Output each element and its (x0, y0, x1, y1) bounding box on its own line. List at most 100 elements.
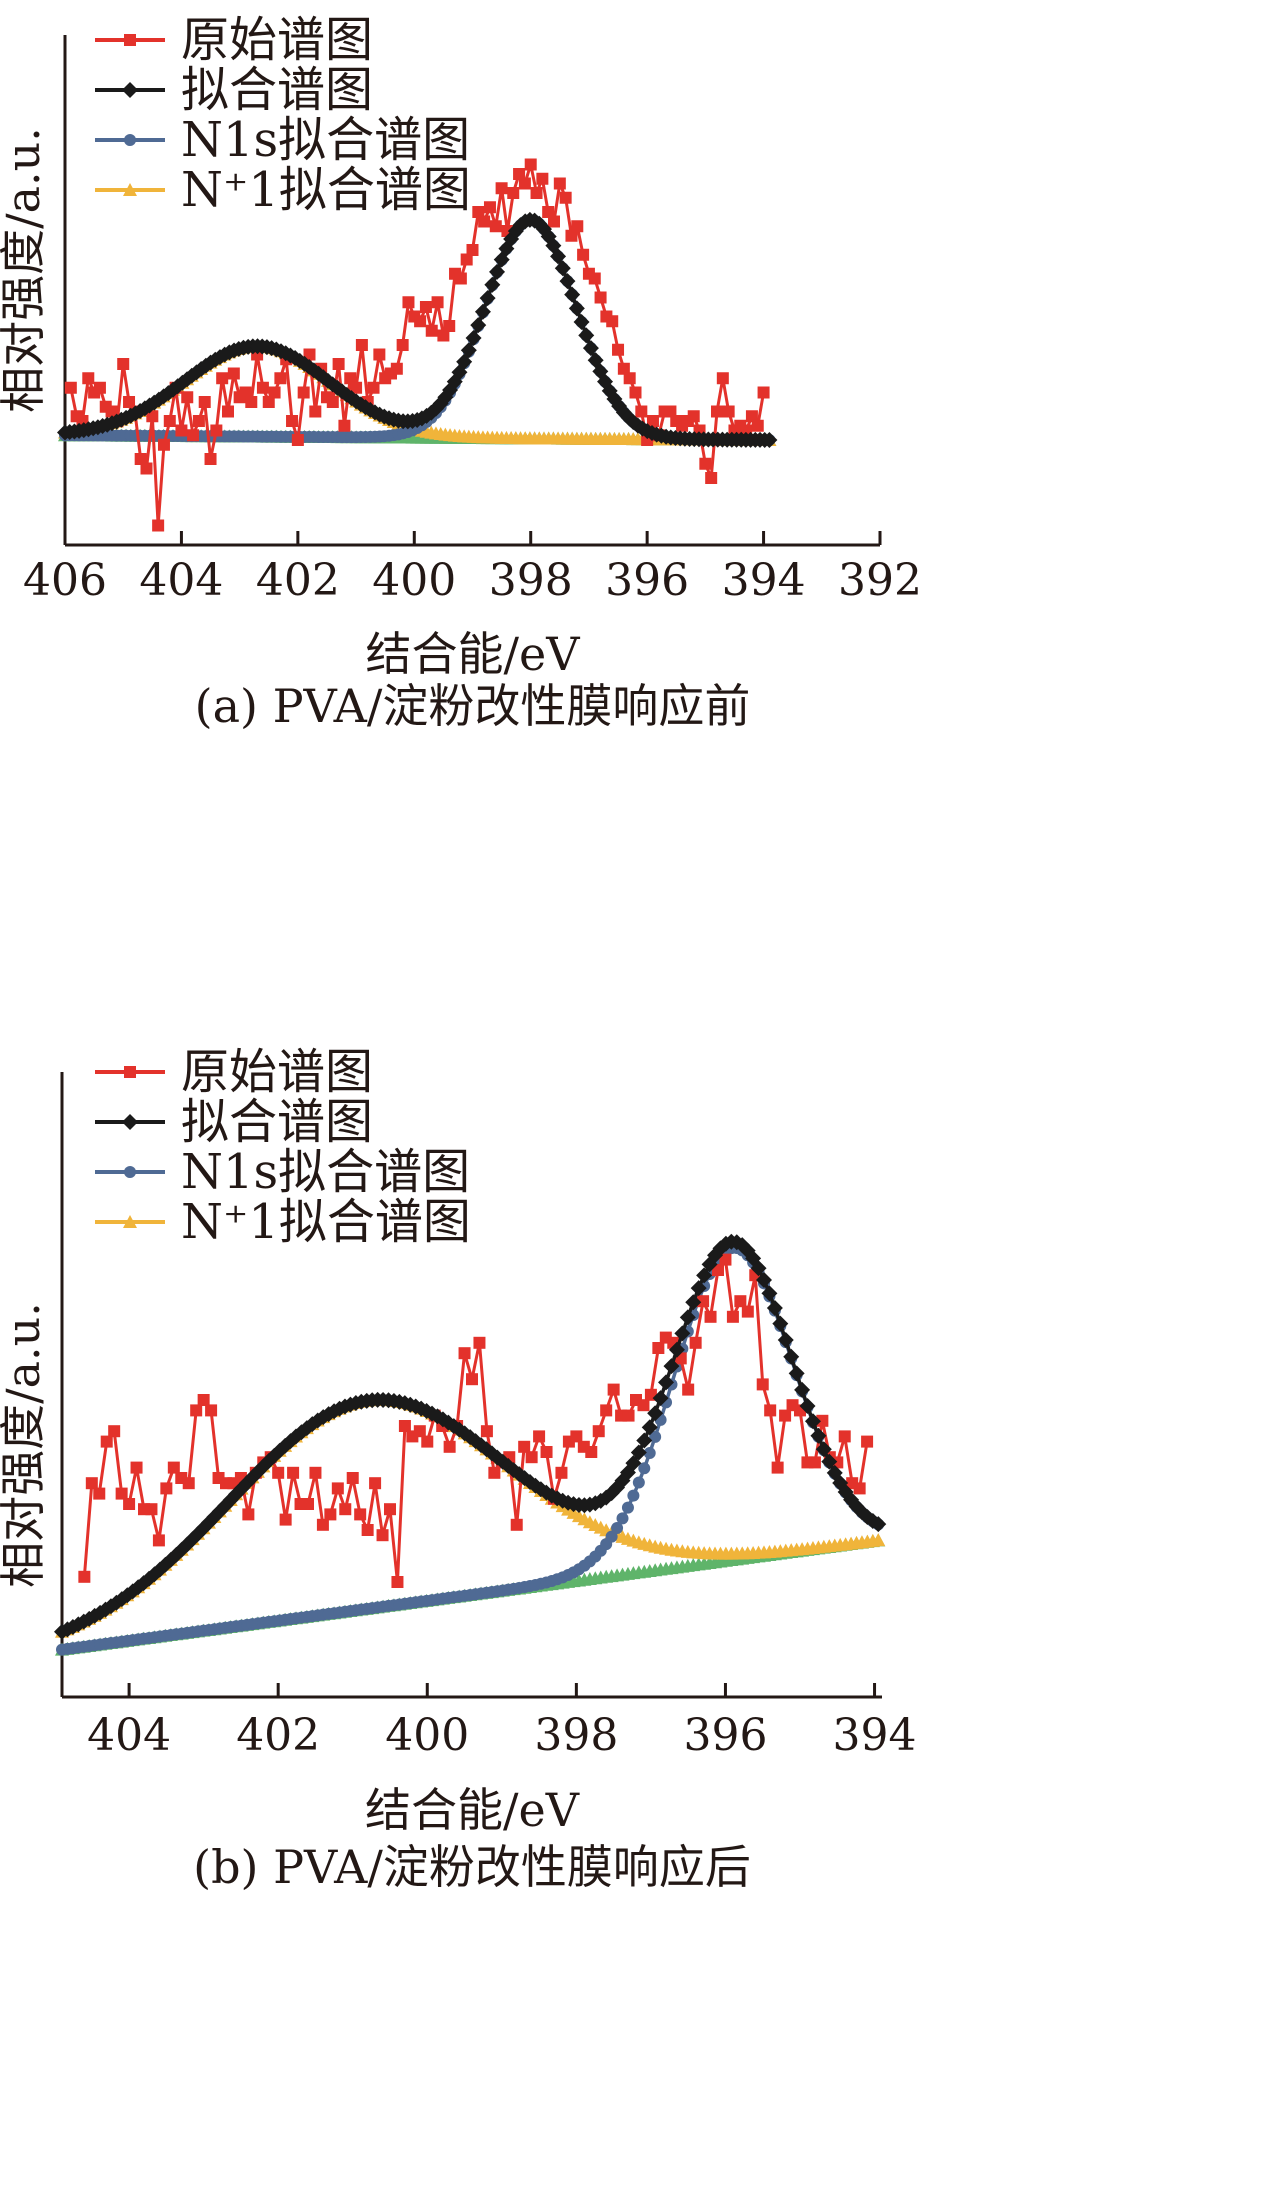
raw-spectrum-point (555, 1466, 568, 1479)
raw-spectrum-point (157, 438, 170, 451)
raw-spectrum-point (355, 339, 368, 351)
raw-spectrum-point (711, 405, 723, 418)
fit-point (859, 1509, 876, 1526)
fit-point (658, 1374, 675, 1391)
fit-point (679, 1309, 696, 1326)
legend-item: N1s拟合谱图 (95, 1144, 470, 1200)
legend-item: N⁺1拟合谱图 (95, 162, 471, 218)
fit-point (701, 1256, 718, 1273)
raw-spectrum-point (414, 315, 427, 328)
n1s-fit-point (611, 1522, 624, 1535)
raw-spectrum-point (85, 1477, 98, 1490)
legend-label: N1s拟合谱图 (181, 1144, 470, 1200)
raw-spectrum-point (585, 1446, 598, 1458)
raw-spectrum-point (210, 424, 223, 437)
raw-spectrum-point (861, 1435, 874, 1448)
x-axis-title: 结合能/eV (366, 627, 581, 681)
raw-spectrum-point (402, 296, 415, 309)
raw-spectrum-point (190, 1404, 203, 1417)
raw-spectrum-point (745, 410, 758, 423)
x-tick-label: 396 (605, 555, 689, 606)
raw-spectrum-point (600, 1404, 613, 1417)
raw-spectrum-point (533, 1430, 546, 1443)
fit-point (484, 276, 501, 293)
raw-spectrum-point (339, 1503, 352, 1516)
raw-spectrum-point (507, 187, 520, 199)
legend-marker (123, 1215, 137, 1228)
raw-spectrum-point (719, 1253, 732, 1266)
raw-spectrum-point (518, 1440, 531, 1453)
x-tick-label: 394 (722, 555, 806, 606)
raw-spectrum-point (163, 415, 176, 427)
n1s-fit-point (649, 1430, 662, 1443)
raw-spectrum-point (454, 272, 467, 285)
raw-spectrum-point (338, 419, 351, 432)
raw-spectrum-point (571, 220, 584, 233)
raw-spectrum-point (652, 1342, 665, 1354)
raw-spectrum-line (69, 164, 766, 526)
raw-spectrum-point (606, 315, 619, 328)
fit-point (418, 1402, 435, 1419)
raw-spectrum-point (623, 372, 636, 385)
legend-item: 拟合谱图 (95, 1094, 373, 1150)
raw-spectrum-point (540, 1446, 553, 1458)
fit-point (777, 1332, 794, 1349)
raw-spectrum-point (182, 1477, 195, 1490)
fit-point (271, 1442, 288, 1459)
raw-spectrum-point (635, 405, 648, 418)
x-tick-label: 402 (256, 555, 340, 606)
fit-point (641, 1419, 658, 1436)
x-tick-label: 396 (683, 1710, 767, 1761)
raw-spectrum-point (216, 372, 229, 385)
raw-spectrum-point (367, 381, 380, 394)
raw-spectrum-point (152, 1534, 165, 1547)
legend-marker (124, 1166, 136, 1178)
raw-spectrum-point (525, 1451, 538, 1464)
fit-point (304, 1416, 321, 1433)
raw-spectrum-point (816, 1414, 829, 1427)
fit-point (652, 1390, 669, 1407)
fit-point (554, 260, 571, 277)
x-tick-label: 404 (87, 1710, 171, 1761)
fit-point (146, 1566, 163, 1583)
fit-point (734, 1237, 751, 1254)
raw-spectrum-point (369, 1477, 382, 1490)
x-tick-label: 404 (139, 555, 223, 606)
raw-spectrum-point (664, 405, 677, 418)
raw-spectrum-point (384, 1503, 396, 1516)
raw-spectrum-point (431, 296, 444, 309)
fit-point (864, 1512, 881, 1529)
fit-point (739, 1242, 756, 1259)
raw-spectrum-point (286, 415, 299, 427)
n1s-fit-point (632, 1476, 645, 1489)
raw-spectrum-point (646, 415, 659, 427)
raw-spectrum-point (473, 1336, 486, 1349)
raw-spectrum-point (123, 1498, 136, 1510)
raw-spectrum-point (344, 372, 357, 385)
fit-point (287, 1428, 304, 1445)
raw-spectrum-point (466, 1373, 478, 1386)
raw-spectrum-point (524, 158, 537, 171)
raw-spectrum-series (78, 1253, 874, 1588)
fit-point (239, 1474, 256, 1491)
fit-point (474, 303, 491, 320)
raw-spectrum-point (637, 1399, 650, 1412)
raw-spectrum-point (712, 1264, 724, 1276)
raw-spectrum-point (622, 1409, 635, 1422)
fit-point (511, 1466, 528, 1483)
raw-spectrum-point (291, 434, 304, 446)
legend-marker (122, 1114, 138, 1130)
raw-spectrum-point (123, 396, 136, 408)
fit-point (578, 327, 595, 344)
fit-point (564, 286, 581, 303)
raw-spectrum-point (513, 168, 526, 180)
raw-spectrum-point (227, 367, 240, 380)
raw-spectrum-point (443, 1440, 456, 1453)
fit-point (772, 1315, 789, 1332)
raw-spectrum-point (331, 1482, 344, 1495)
nplus-fit-point (871, 1533, 886, 1547)
raw-spectrum-point (130, 1461, 143, 1474)
raw-spectrum-point (268, 386, 281, 399)
chart-b: 404 402 400 398 396 394 结合能/eV 相对强度/a.u. (b) PVA… (0, 1044, 917, 1894)
